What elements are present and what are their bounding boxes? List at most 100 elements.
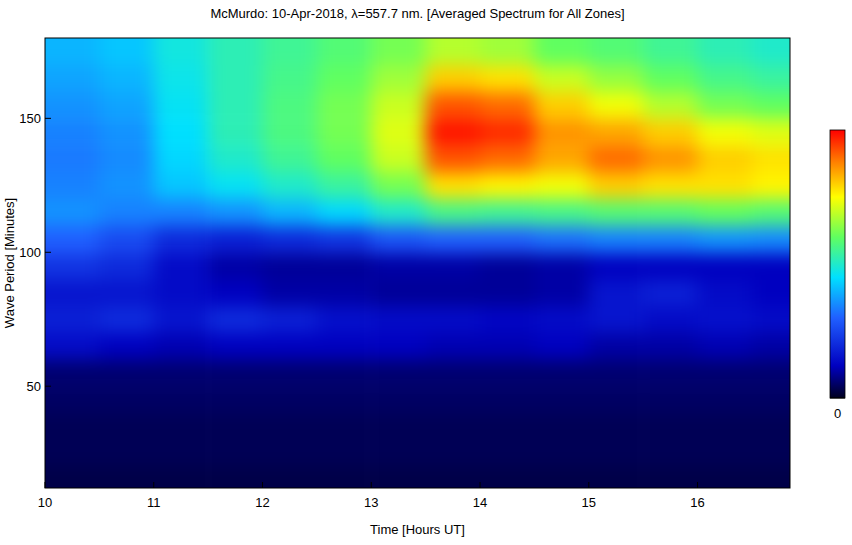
heat-cell: [426, 172, 481, 199]
heat-cell: [45, 386, 100, 413]
heat-cell: [534, 279, 589, 306]
heat-cell: [317, 467, 372, 488]
heat-cell: [534, 359, 589, 386]
heat-cell: [643, 65, 698, 92]
y-axis-title: Wave Period [Minutes]: [2, 198, 17, 328]
heat-cell: [99, 413, 154, 440]
heat-cell: [263, 118, 318, 145]
x-tick: [697, 482, 698, 488]
heat-cell: [752, 359, 790, 386]
heat-cell: [698, 467, 753, 488]
heat-cell: [263, 252, 318, 279]
heat-cell: [480, 440, 535, 467]
heat-cell: [698, 38, 753, 65]
heat-cell: [534, 386, 589, 413]
x-tick-label: 14: [473, 495, 487, 510]
heat-cell: [643, 92, 698, 119]
color-bar: [830, 130, 845, 398]
heat-cell: [99, 92, 154, 119]
heat-cell: [263, 92, 318, 119]
heat-cell: [698, 333, 753, 360]
x-tick-label: 10: [38, 495, 52, 510]
heat-cell: [154, 172, 209, 199]
heat-cell: [154, 306, 209, 333]
heat-cell: [263, 199, 318, 226]
heat-cell: [371, 38, 426, 65]
heat-cell: [371, 440, 426, 467]
heat-cell: [534, 92, 589, 119]
heat-cell: [371, 172, 426, 199]
heat-cell: [263, 38, 318, 65]
heat-cell: [534, 440, 589, 467]
heat-cell: [426, 252, 481, 279]
heat-cell: [371, 252, 426, 279]
heat-cell: [263, 226, 318, 253]
heat-cell: [698, 359, 753, 386]
heat-cell: [480, 199, 535, 226]
heat-cell: [371, 145, 426, 172]
heat-cell: [534, 199, 589, 226]
heat-cell: [154, 279, 209, 306]
heat-cell: [534, 172, 589, 199]
heat-cell: [154, 386, 209, 413]
heat-cell: [154, 467, 209, 488]
heat-cell: [263, 413, 318, 440]
heat-cell: [45, 226, 100, 253]
color-bar-tick: [830, 398, 845, 399]
heat-cell: [426, 92, 481, 119]
heat-cell: [752, 440, 790, 467]
heat-cell: [480, 306, 535, 333]
x-tick-label: 16: [690, 495, 704, 510]
heat-cell: [534, 252, 589, 279]
heat-cell: [643, 413, 698, 440]
heat-cell: [317, 333, 372, 360]
heat-cell: [752, 386, 790, 413]
heat-cell: [317, 252, 372, 279]
heat-cell: [589, 306, 644, 333]
heat-cell: [426, 333, 481, 360]
x-tick: [480, 482, 481, 488]
heat-cell: [154, 199, 209, 226]
x-tick: [371, 482, 372, 488]
heat-cell: [263, 359, 318, 386]
heat-cell: [589, 386, 644, 413]
heat-cell: [426, 440, 481, 467]
heat-cell: [643, 440, 698, 467]
heat-cell: [643, 386, 698, 413]
heat-cell: [99, 359, 154, 386]
heat-cell: [534, 226, 589, 253]
heat-cell: [752, 226, 790, 253]
heat-cell: [263, 279, 318, 306]
heat-cell: [317, 226, 372, 253]
heat-cell: [643, 226, 698, 253]
x-tick-label: 13: [364, 495, 378, 510]
heat-cell: [154, 65, 209, 92]
heat-cell: [45, 252, 100, 279]
heat-cell: [263, 65, 318, 92]
chart-title: McMurdo: 10-Apr-2018, λ=557.7 nm. [Avera…: [210, 6, 624, 21]
heat-cell: [752, 172, 790, 199]
heat-cell: [698, 172, 753, 199]
heat-cell: [263, 172, 318, 199]
y-tick: [45, 252, 51, 253]
x-tick-label: 12: [255, 495, 269, 510]
heat-cell: [99, 65, 154, 92]
heat-cell: [752, 413, 790, 440]
heat-cell: [45, 118, 100, 145]
heat-cell: [208, 92, 263, 119]
heat-cell: [99, 252, 154, 279]
x-tick: [45, 482, 46, 488]
heat-cell: [99, 38, 154, 65]
heat-cell: [643, 252, 698, 279]
heat-cell: [589, 359, 644, 386]
heat-cell: [752, 306, 790, 333]
x-tick: [262, 482, 263, 488]
heat-cell: [208, 226, 263, 253]
x-tick-label: 15: [582, 495, 596, 510]
heat-cell: [480, 467, 535, 488]
heat-cell: [45, 359, 100, 386]
heat-cell: [263, 333, 318, 360]
heat-cell: [643, 306, 698, 333]
heat-cell: [99, 306, 154, 333]
x-axis-title: Time [Hours UT]: [370, 522, 465, 537]
